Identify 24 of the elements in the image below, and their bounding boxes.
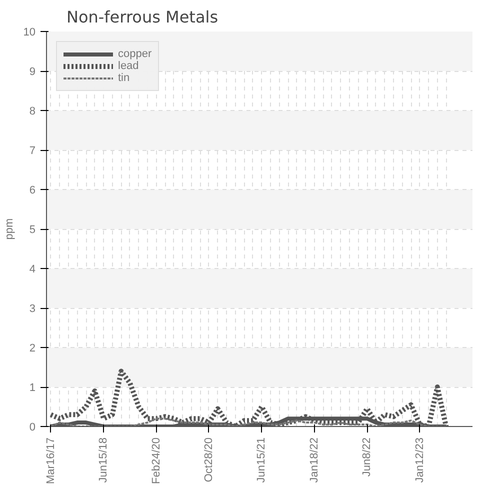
x-tick-label: Mar16/17 xyxy=(44,437,57,484)
x-tick-label: Jun15/21 xyxy=(256,437,268,483)
x-tick-label: Oct28/20 xyxy=(202,438,215,482)
y-tick-label: 1 xyxy=(29,382,36,394)
y-tick-label: 7 xyxy=(29,145,36,157)
y-tick-label: 4 xyxy=(29,264,36,276)
legend-label: copper xyxy=(118,48,152,60)
legend-label: lead xyxy=(118,60,139,72)
y-tick-label: 8 xyxy=(29,106,36,118)
y-tick-label: 0 xyxy=(29,422,36,434)
legend-label: tin xyxy=(118,72,131,84)
y-axis-title: ppm xyxy=(3,218,16,240)
x-tick-label: Jun8/22 xyxy=(361,437,374,477)
chart-title: Non-ferrous Metals xyxy=(66,8,218,26)
y-tick-label: 3 xyxy=(29,303,36,315)
x-tick-label: Jan12/23 xyxy=(414,437,426,483)
x-tick-label: Jan18/22 xyxy=(308,437,320,483)
y-tick-label: 9 xyxy=(29,66,36,78)
x-tick-label: Jun15/18 xyxy=(98,437,110,483)
y-tick-label: 10 xyxy=(23,26,36,38)
y-tick-label: 2 xyxy=(29,342,36,354)
x-tick-label: Feb24/20 xyxy=(150,437,162,484)
y-tick-label: 6 xyxy=(29,184,36,196)
y-tick-label: 5 xyxy=(29,224,36,236)
